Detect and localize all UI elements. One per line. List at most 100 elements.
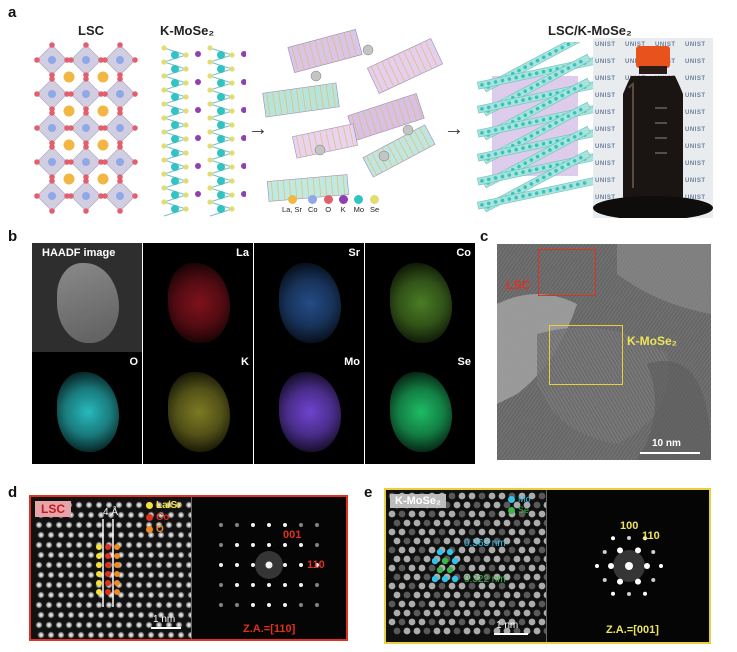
element-distribution: [279, 263, 341, 343]
lattice-spacing-label: 4 Å: [103, 507, 119, 518]
legend-item-o: O: [323, 195, 333, 214]
element-distribution: [57, 263, 119, 343]
kmose2-stem-panel: K-MoSe₂ Mo Se 0.563 nm 0.322 nm 1 nm 100…: [384, 488, 711, 644]
eds-map-co: Co: [365, 243, 475, 355]
distance-label-mo: 0.563 nm: [464, 538, 506, 549]
legend-la-sr: La/Sr: [146, 500, 181, 511]
kmose2-structure-title: K-MoSe₂: [160, 23, 215, 38]
legend-mo: Mo: [508, 494, 531, 504]
lsc-fft-pattern: [192, 497, 346, 639]
eds-map-label: La: [236, 247, 249, 259]
panel-letter-d: d: [8, 484, 18, 501]
element-distribution: [168, 263, 230, 343]
unist-watermark: UNIST: [655, 42, 676, 48]
tem-texture: [497, 244, 711, 460]
legend-item-mo: Mo: [354, 195, 364, 214]
lsc-atom-legend: La/Sr Co O: [146, 500, 181, 535]
scale-bar-label: 1 nm: [153, 614, 176, 625]
lsc-perovskite-structure: [34, 42, 138, 214]
lsc-region-box: [538, 249, 596, 296]
dispersion-bottle-photo: UNIST UNIST UNIST UNIST UNIST UNIST UNIST UNIST…: [593, 38, 713, 218]
fft-label-110: 110: [307, 559, 325, 571]
unist-watermark: UNIST: [595, 144, 616, 150]
kmose2-layered-structure: [161, 45, 246, 217]
unist-watermark: UNIST: [685, 59, 706, 65]
legend-o: O: [146, 524, 181, 535]
eds-map-label: Mo: [344, 356, 360, 368]
hrtem-image: LSC K-MoSe₂ 10 nm: [497, 244, 711, 460]
unist-watermark: UNIST: [685, 93, 706, 99]
tag-lsc: LSC: [35, 501, 71, 517]
eds-map-sr: Sr: [254, 243, 364, 355]
eds-map-k: K: [143, 352, 253, 464]
unist-watermark: UNIST: [595, 127, 616, 133]
element-distribution: [279, 372, 341, 452]
unist-watermark: UNIST: [685, 178, 706, 184]
eds-map-label: Co: [456, 247, 471, 259]
unist-watermark: UNIST: [625, 59, 646, 65]
fft-label-110: 110: [642, 530, 660, 542]
eds-map-se: Se: [365, 352, 475, 464]
kmose2-fft-pattern: [547, 490, 709, 642]
panel-letter-c: c: [480, 228, 489, 245]
legend-item-se: Se: [370, 195, 379, 214]
legend-se: Se: [508, 505, 531, 515]
legend-item-k: K: [338, 195, 348, 214]
kmose2-atom-legend: Mo Se: [508, 494, 531, 515]
eds-map-label: O: [129, 356, 138, 368]
unist-watermark: UNIST: [685, 76, 706, 82]
scale-bar-label: 10 nm: [652, 438, 681, 449]
panel-divider: [191, 497, 192, 639]
composite-heterostructure: [476, 42, 595, 212]
eds-map-la: La: [143, 243, 253, 355]
fft-spots: [219, 523, 319, 607]
tag-kmose2: K-MoSe₂: [390, 494, 446, 508]
legend-co: Co: [146, 512, 181, 523]
unist-watermark: UNIST: [595, 178, 616, 184]
kmose2-atomic-image: [386, 490, 546, 642]
composite-title: LSC/K-MoSe₂: [548, 23, 632, 38]
unist-watermark: UNIST: [685, 127, 706, 133]
atom-legend: La, Sr Co O K Mo Se: [282, 195, 379, 214]
scale-bar: [494, 633, 528, 635]
legend-item-la-sr: La, Sr: [282, 195, 302, 214]
perovskite-octahedra: [34, 42, 138, 214]
composite-stack: [476, 42, 595, 212]
fft-spots: [595, 536, 663, 596]
eds-map-o: O: [32, 352, 142, 464]
scale-bar: [640, 452, 700, 454]
element-distribution: [390, 372, 452, 452]
panel-letter-b: b: [8, 228, 18, 245]
unist-watermark: UNIST: [685, 195, 706, 201]
bottle-illustration: [593, 46, 713, 218]
eds-map-label: Se: [457, 356, 471, 368]
zone-axis-label: Z.A.=[110]: [243, 623, 296, 635]
unist-watermark: UNIST: [625, 42, 646, 48]
eds-map-label: K: [241, 356, 249, 368]
scale-bar: [151, 627, 181, 629]
eds-map-label: Sr: [348, 247, 360, 259]
unist-watermark: UNIST: [595, 195, 616, 201]
panel-letter-a: a: [8, 4, 17, 21]
arrow-right-icon: →: [248, 118, 268, 140]
motif-overlay: [432, 548, 459, 583]
panel-letter-e: e: [364, 484, 373, 501]
eds-map-haadf-image: HAADF image: [32, 243, 142, 355]
lsc-structure-title: LSC: [78, 23, 104, 38]
unist-watermark: UNIST: [595, 59, 616, 65]
legend-item-co: Co: [308, 195, 318, 214]
exfoliated-mixture-illustration: [262, 29, 444, 202]
eds-map-label: HAADF image: [42, 247, 116, 259]
honeycomb-atoms: [388, 492, 546, 635]
zone-axis-label: Z.A.=[001]: [606, 624, 659, 636]
lsc-atomic-image: [31, 497, 191, 639]
scale-bar-label: 1 nm: [496, 620, 519, 631]
unist-watermark: UNIST: [685, 144, 706, 150]
unist-watermark: UNIST: [595, 110, 616, 116]
distance-label-se: 0.322 nm: [464, 574, 506, 585]
element-distribution: [57, 372, 119, 452]
unist-watermark: UNIST: [595, 161, 616, 167]
element-distribution: [168, 372, 230, 452]
unist-watermark: UNIST: [685, 42, 706, 48]
fft-label-100: 100: [620, 520, 639, 532]
